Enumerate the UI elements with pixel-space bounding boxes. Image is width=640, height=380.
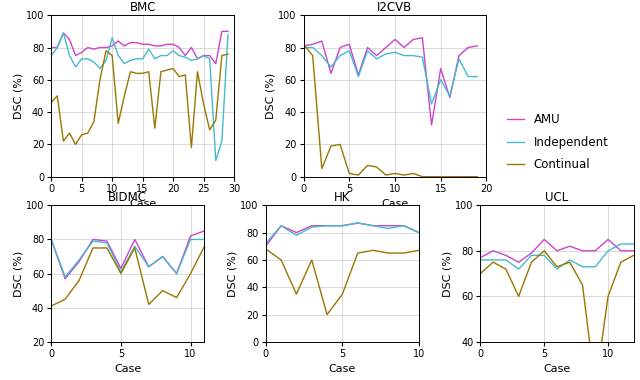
X-axis label: Case: Case bbox=[381, 199, 408, 209]
X-axis label: Case: Case bbox=[543, 364, 571, 375]
Title: BIDMC: BIDMC bbox=[108, 191, 147, 204]
Y-axis label: DSC (%): DSC (%) bbox=[228, 250, 237, 297]
Y-axis label: DSC (%): DSC (%) bbox=[266, 73, 275, 119]
Legend: AMU, Independent, Continual: AMU, Independent, Continual bbox=[502, 109, 613, 176]
X-axis label: Case: Case bbox=[329, 364, 356, 375]
Y-axis label: DSC (%): DSC (%) bbox=[442, 250, 452, 297]
Title: HK: HK bbox=[334, 191, 351, 204]
X-axis label: Case: Case bbox=[114, 364, 141, 375]
Title: UCL: UCL bbox=[545, 191, 568, 204]
Title: I2CVB: I2CVB bbox=[378, 1, 413, 14]
Title: BMC: BMC bbox=[129, 1, 156, 14]
X-axis label: Case: Case bbox=[129, 199, 156, 209]
Y-axis label: DSC (%): DSC (%) bbox=[13, 250, 23, 297]
Y-axis label: DSC (%): DSC (%) bbox=[13, 73, 23, 119]
